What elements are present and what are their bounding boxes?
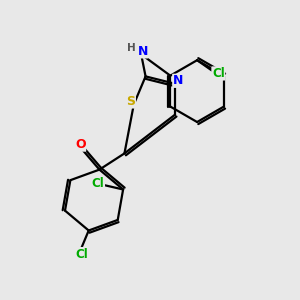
Text: N: N [173, 74, 183, 87]
Text: O: O [75, 138, 86, 151]
Text: Cl: Cl [92, 177, 104, 190]
Text: Cl: Cl [212, 67, 225, 80]
Text: S: S [126, 95, 135, 108]
Text: Cl: Cl [75, 248, 88, 261]
Text: N: N [137, 45, 148, 58]
Text: H: H [128, 43, 136, 53]
